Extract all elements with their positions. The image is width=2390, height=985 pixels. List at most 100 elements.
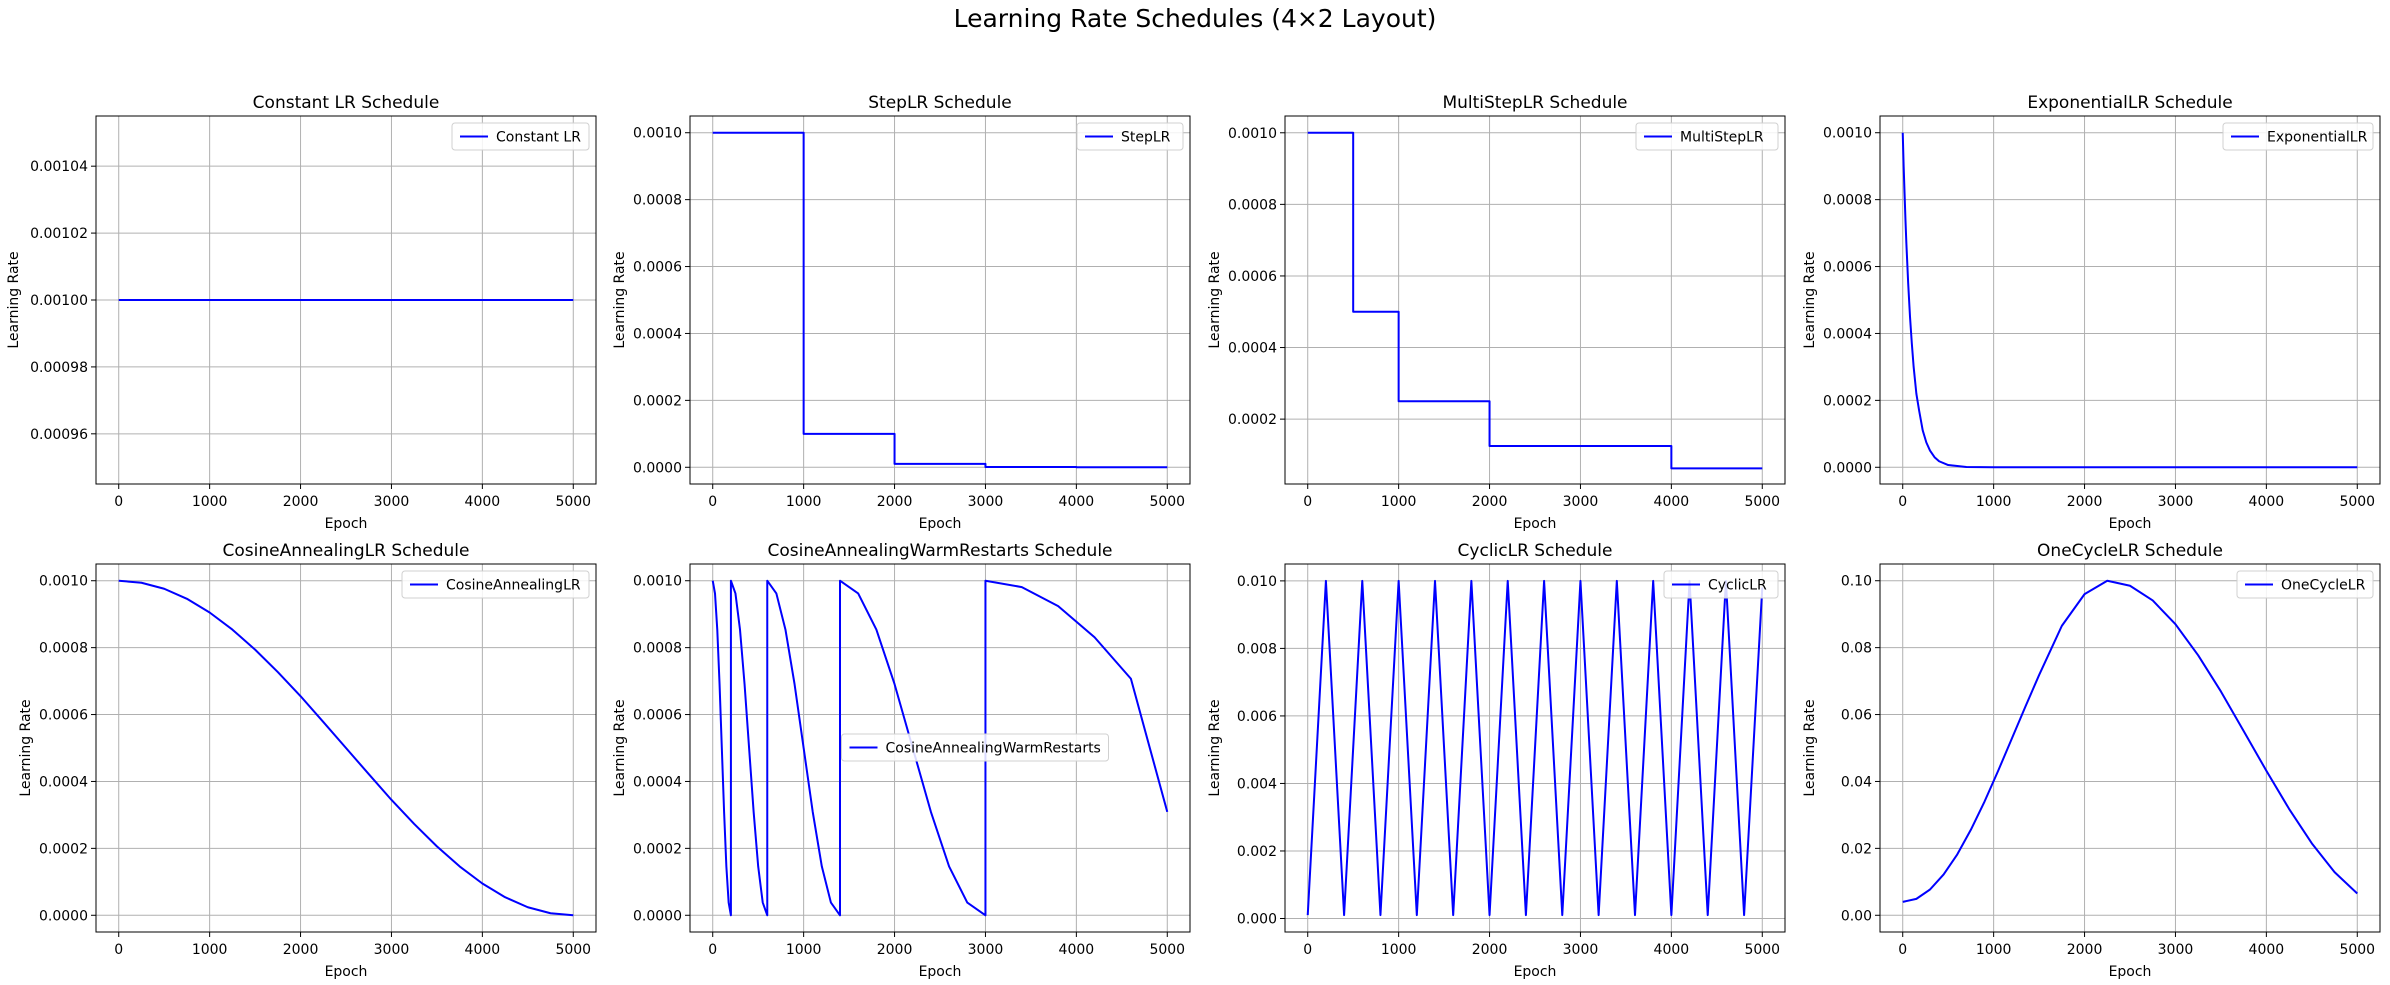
chart-panel-6: 0 1000 2000 3000 4000 5000 0.0000 0.0002 0.0004 0… <box>612 541 1191 980</box>
x-tick-label: 1000 <box>1381 942 1417 958</box>
y-tick-label: 0.0010 <box>39 574 88 590</box>
y-tick-label: 0.002 <box>1237 844 1277 860</box>
y-tick-label: 0.006 <box>1237 709 1277 725</box>
legend-label: OneCycleLR <box>2281 578 2366 594</box>
y-tick-label: 0.0000 <box>1823 460 1872 476</box>
axes-frame <box>95 563 597 933</box>
x-tick-label: 4000 <box>2249 494 2285 510</box>
x-tick-label: 4000 <box>2249 942 2285 958</box>
y-axis-label: Learning Rate <box>6 251 22 348</box>
legend-label: CosineAnnealingWarmRestarts <box>886 741 1101 757</box>
y-tick-label: 0.0004 <box>1228 341 1277 357</box>
y-tick-label: 0.0000 <box>633 460 682 476</box>
x-tick-label: 2000 <box>2067 494 2103 510</box>
x-tick-label: 4000 <box>465 494 501 510</box>
y-tick-label: 0.00104 <box>30 159 88 175</box>
x-tick-label: 2000 <box>1472 942 1508 958</box>
chart-title: CosineAnnealingLR Schedule <box>223 541 470 561</box>
y-tick-label: 0.0000 <box>633 908 682 924</box>
chart-panel-1: 0 1000 2000 3000 4000 5000 0.00096 0.00098 0.001… <box>6 93 597 532</box>
x-axis-label: Epoch <box>1514 964 1557 980</box>
x-tick-label: 2000 <box>877 494 913 510</box>
legend-box <box>1076 122 1184 151</box>
y-tick-label: 0.10 <box>1841 574 1872 590</box>
chart-title: Constant LR Schedule <box>253 93 440 113</box>
x-axis-label: Epoch <box>919 964 962 980</box>
legend-label: MultiStepLR <box>1680 130 1764 146</box>
y-tick-label: 0.0006 <box>1228 269 1277 285</box>
x-tick-label: 5000 <box>2339 494 2375 510</box>
x-tick-label: 0 <box>1898 942 1907 958</box>
axes-frame <box>95 115 597 485</box>
x-tick-label: 4000 <box>1059 942 1095 958</box>
chart-panel-4: 0 1000 2000 3000 4000 5000 0.0000 0.0002 0.0004 0… <box>1802 93 2381 532</box>
x-tick-label: 3000 <box>968 942 1004 958</box>
x-tick-label: 4000 <box>465 942 501 958</box>
y-tick-label: 0.0010 <box>1823 126 1872 142</box>
y-tick-label: 0.06 <box>1841 708 1872 724</box>
legend-label: ExponentialLR <box>2267 130 2368 146</box>
x-tick-label: 2000 <box>2067 942 2103 958</box>
x-tick-label: 0 <box>708 494 717 510</box>
x-tick-label: 0 <box>114 494 123 510</box>
y-tick-label: 0.0006 <box>39 708 88 724</box>
x-tick-label: 3000 <box>2158 942 2194 958</box>
axes-frame <box>1879 563 2381 933</box>
y-tick-label: 0.0010 <box>633 574 682 590</box>
x-tick-label: 1000 <box>786 942 822 958</box>
y-tick-label: 0.0010 <box>1228 126 1277 142</box>
y-axis-label: Learning Rate <box>1207 251 1223 348</box>
chart-title: MultiStepLR Schedule <box>1442 93 1627 113</box>
y-tick-label: 0.0010 <box>633 126 682 142</box>
x-axis-label: Epoch <box>919 516 962 532</box>
x-tick-label: 1000 <box>1976 494 2012 510</box>
x-tick-label: 2000 <box>283 942 319 958</box>
y-tick-label: 0.000 <box>1237 911 1277 927</box>
x-tick-label: 5000 <box>1149 942 1185 958</box>
y-tick-label: 0.0000 <box>39 908 88 924</box>
legend-label: Constant LR <box>496 130 581 146</box>
y-tick-label: 0.0006 <box>1823 260 1872 276</box>
y-tick-label: 0.0002 <box>1228 412 1277 428</box>
y-axis-label: Learning Rate <box>1802 251 1818 348</box>
x-tick-label: 1000 <box>786 494 822 510</box>
y-tick-label: 0.08 <box>1841 641 1872 657</box>
series-line <box>1306 579 1764 917</box>
legend-box <box>2236 570 2374 599</box>
legend-box <box>2222 122 2374 151</box>
legend-label: CyclicLR <box>1708 578 1767 594</box>
x-tick-label: 1000 <box>192 494 228 510</box>
y-axis-label: Learning Rate <box>1802 699 1818 796</box>
y-tick-label: 0.00 <box>1841 908 1872 924</box>
series-line <box>711 579 1169 917</box>
series-line <box>1901 132 2358 469</box>
x-tick-label: 0 <box>1898 494 1907 510</box>
chart-title: StepLR Schedule <box>868 93 1012 113</box>
y-tick-label: 0.0008 <box>633 193 682 209</box>
x-tick-label: 3000 <box>968 494 1004 510</box>
chart-title: OneCycleLR Schedule <box>2037 541 2223 561</box>
x-tick-label: 0 <box>1303 494 1312 510</box>
x-axis-label: Epoch <box>325 964 368 980</box>
x-tick-label: 0 <box>114 942 123 958</box>
y-tick-label: 0.0008 <box>1823 193 1872 209</box>
x-tick-label: 5000 <box>555 494 591 510</box>
x-tick-label: 0 <box>1303 942 1312 958</box>
y-tick-label: 0.0008 <box>39 641 88 657</box>
x-tick-label: 2000 <box>877 942 913 958</box>
y-axis-label: Learning Rate <box>612 251 628 348</box>
legend-box <box>1635 122 1779 151</box>
y-tick-label: 0.0002 <box>633 393 682 409</box>
x-tick-label: 1000 <box>1381 494 1417 510</box>
chart-panel-3: 0 1000 2000 3000 4000 5000 0.0002 0.0004 0.0006 0… <box>1207 93 1786 532</box>
x-tick-label: 0 <box>708 942 717 958</box>
x-tick-label: 4000 <box>1654 942 1690 958</box>
x-tick-label: 5000 <box>1744 942 1780 958</box>
chart-panel-2: 0 1000 2000 3000 4000 5000 0.0000 0.0002 0.0004 0… <box>612 93 1191 532</box>
axes-frame <box>1284 115 1786 485</box>
chart-title: ExponentialLR Schedule <box>2027 93 2232 113</box>
y-tick-label: 0.010 <box>1237 574 1277 590</box>
x-tick-label: 2000 <box>1472 494 1508 510</box>
x-tick-label: 3000 <box>374 942 410 958</box>
y-tick-label: 0.0002 <box>39 841 88 857</box>
